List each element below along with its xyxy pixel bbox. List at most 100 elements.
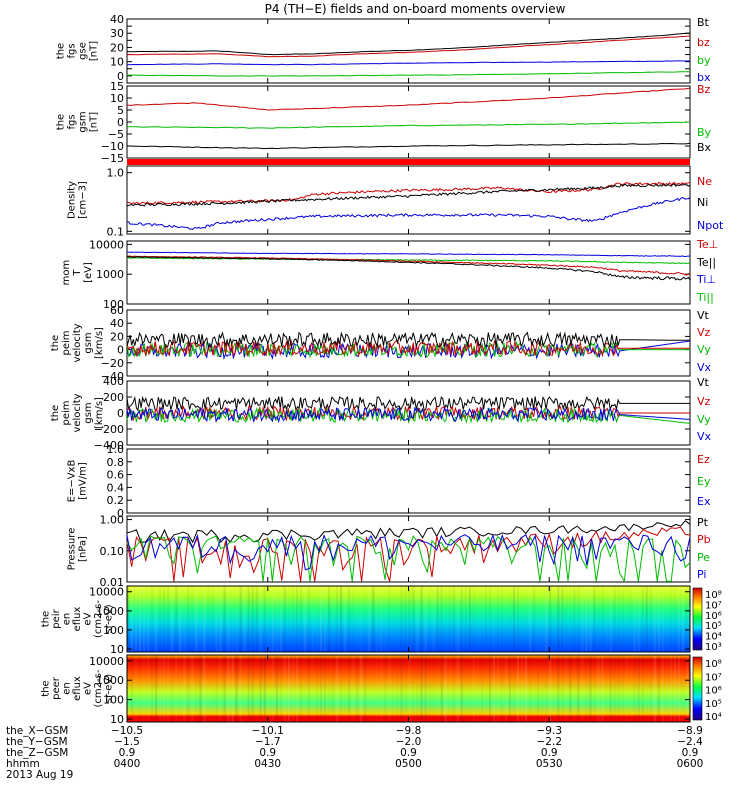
spectrogram-stripe: [344, 655, 346, 722]
spectrogram-stripe: [606, 586, 608, 652]
spectrogram-stripe: [509, 655, 512, 722]
spectrogram-stripe: [637, 655, 640, 722]
y-tick-label: 10: [110, 92, 124, 105]
status-bar: [127, 159, 690, 165]
spectrogram-stripe: [215, 655, 217, 722]
spectrogram-stripe: [492, 655, 495, 722]
spectrogram-stripe: [384, 655, 387, 722]
x-axis-value: 0530: [536, 758, 563, 770]
x-axis-date: 2013 Aug 19: [6, 769, 73, 781]
spectrogram-stripe: [175, 586, 178, 652]
spectrogram-stripe: [348, 586, 351, 652]
spectrogram-stripe: [669, 655, 672, 722]
spectrogram-stripe: [424, 655, 427, 722]
spectrogram-stripe: [283, 655, 286, 722]
spectrogram-stripe: [219, 655, 222, 722]
legend-entry: Ey: [697, 475, 711, 488]
spectrogram-stripe: [348, 655, 351, 722]
spectrogram-stripe: [207, 655, 209, 722]
spectrogram-stripe: [231, 655, 234, 722]
spectrogram-stripe: [223, 655, 226, 722]
spectrogram-stripe: [606, 655, 608, 722]
spectrogram-stripe: [251, 655, 254, 722]
spectrogram-stripe: [400, 586, 403, 652]
panel-frame: [126, 165, 691, 235]
spectrogram-stripe: [673, 655, 676, 722]
spectrogram-stripe: [336, 655, 339, 722]
panel-pressure: 0.01 0.10 1.00 Pressure [nPa] Pt Pb Pe Pi: [67, 514, 711, 589]
spectrogram-stripe: [561, 586, 564, 652]
spectrogram-stripe: [316, 586, 318, 652]
spectrogram-stripe: [268, 655, 270, 722]
spectrogram-stripe: [641, 586, 644, 652]
series-line-Bx: [126, 142, 691, 150]
spectrogram-stripe: [167, 655, 170, 722]
spectrogram-stripe: [501, 655, 503, 722]
spectrogram-stripe: [413, 655, 415, 722]
spectrogram-stripe: [299, 586, 302, 652]
y-axis-label: the: [56, 43, 67, 59]
y-tick-label: 1000: [96, 674, 124, 687]
spectrogram-stripe: [424, 586, 427, 652]
y-axis-label: peim: [61, 400, 72, 425]
spectrogram-stripe: [456, 655, 459, 722]
y-axis-label: the: [56, 114, 67, 130]
spectrogram-stripe: [256, 655, 258, 722]
y-axis-label: Density: [67, 181, 78, 219]
spectrogram-stripe: [429, 655, 431, 722]
y-axis-label: gsm: [83, 332, 94, 353]
spectrogram-stripe: [661, 586, 664, 652]
spectrogram-stripe: [589, 586, 592, 652]
legend-entry: Ti⊥: [696, 273, 716, 286]
y-axis-label: Pressure: [67, 528, 78, 571]
spectrogram-stripe: [203, 586, 206, 652]
colorbar-label: 10⁴: [705, 712, 722, 723]
series-line-Ti||: [127, 257, 691, 265]
spectrogram-stripe: [477, 586, 479, 652]
spectrogram-stripe: [521, 586, 523, 652]
spectrogram-stripe: [211, 655, 213, 722]
y-tick-label: 0.6: [107, 469, 125, 482]
y-axis-label: [eV]: [83, 262, 94, 283]
spectrogram-stripe: [360, 655, 363, 722]
colorbar-label: 10⁸: [705, 590, 722, 601]
spectrogram-stripe: [219, 586, 222, 652]
spectrogram-stripe: [437, 655, 439, 722]
spectrogram-stripe: [191, 586, 193, 652]
spectrogram-stripe: [340, 655, 342, 722]
spectrogram-stripe: [243, 586, 246, 652]
series-line-Pb: [126, 526, 691, 582]
spectrogram-stripe: [195, 586, 198, 652]
legend-entry: bz: [697, 36, 710, 49]
spectrogram-stripe: [481, 586, 483, 652]
legend-entry: Pe: [697, 551, 710, 564]
y-tick-label: 40: [110, 317, 124, 330]
spectrogram-stripe: [356, 655, 359, 722]
legend-entry: Vy: [697, 343, 711, 356]
series-line-Vz: [126, 339, 690, 358]
spectrogram-stripe: [143, 655, 145, 722]
panel-frame: [126, 85, 691, 159]
series-line-by: [126, 71, 691, 77]
spectrogram-stripe: [453, 655, 455, 722]
spectrogram-stripe: [533, 655, 535, 722]
spectrogram-stripe: [484, 586, 487, 652]
y-tick-label: 1.0: [107, 167, 125, 180]
legend-entry: Bx: [697, 141, 712, 154]
spectrogram-stripe: [211, 586, 213, 652]
spectrogram-stripe: [300, 655, 302, 722]
spectrogram-stripe: [135, 655, 138, 722]
series-line-Vy: [126, 340, 690, 359]
spectrogram-stripe: [613, 586, 616, 652]
series-line-Vt: [126, 331, 691, 349]
colorbar-label: 10⁵: [705, 621, 722, 632]
legend-entry: Pt: [697, 516, 709, 529]
y-tick-label: 0: [117, 507, 124, 520]
spectrogram-stripe: [460, 586, 463, 652]
figure-title: P4 (TH−E) fields and on-board moments ov…: [265, 2, 566, 16]
y-tick-label: 10000: [89, 586, 124, 599]
y-tick-label: −10: [101, 140, 124, 153]
spectrogram-stripe: [618, 586, 620, 652]
